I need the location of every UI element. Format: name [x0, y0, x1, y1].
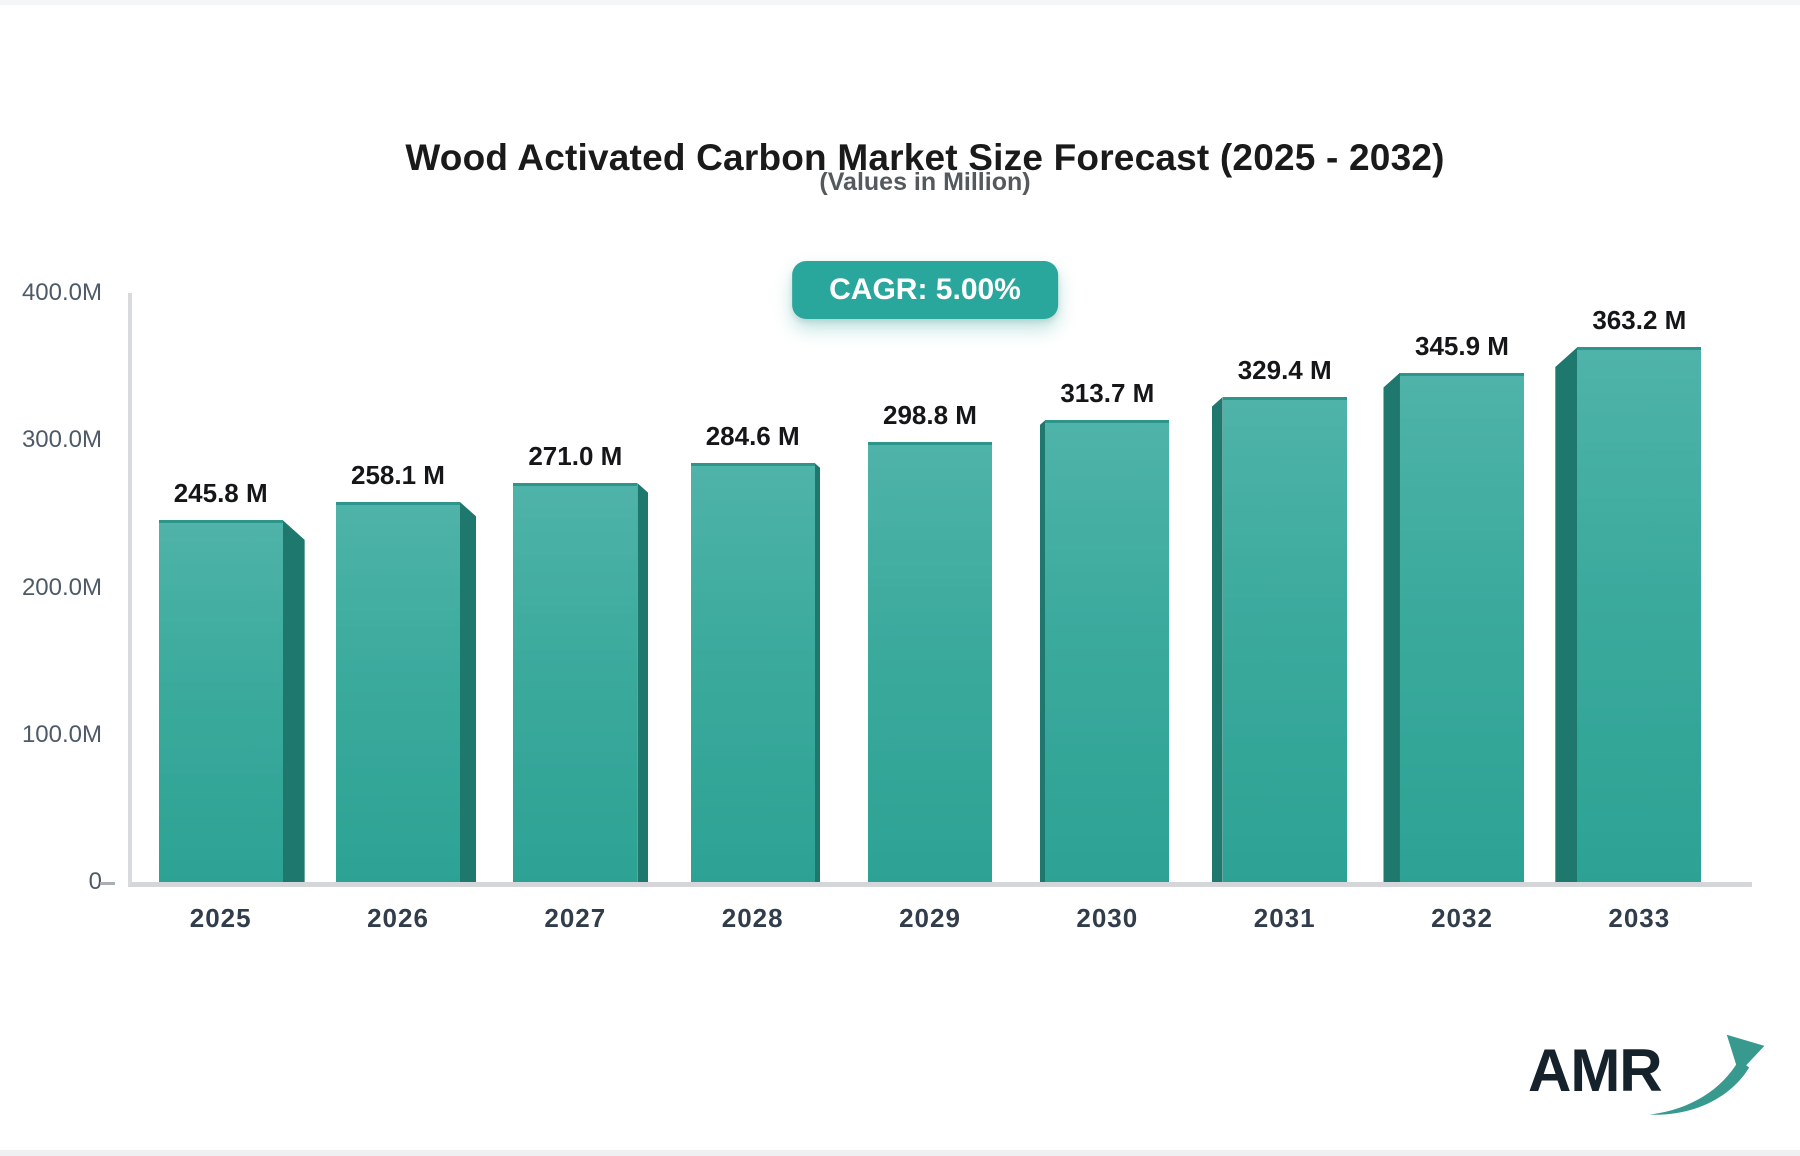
bar-group-2027: 271.0 M 2027: [487, 293, 664, 933]
bar-side-face: [282, 520, 305, 882]
bar-group-2025: 245.8 M 2025: [132, 293, 309, 933]
trend-arrow-icon: [1649, 1034, 1765, 1115]
y-tick-label: 200.0M: [21, 573, 102, 601]
bar-value-label: 245.8 M: [173, 478, 268, 509]
bar-value-label: 313.7 M: [1060, 378, 1155, 409]
bar-value-label: 363.2 M: [1592, 305, 1687, 336]
x-tick-label-2032: 2032: [1431, 903, 1493, 933]
bottom-edge-band: [0, 1150, 1800, 1156]
bar-value-label: 258.1 M: [351, 459, 445, 490]
top-edge-band: [0, 0, 1800, 5]
amr-logo: AMR: [1528, 1028, 1765, 1123]
bar-2029[interactable]: [867, 442, 992, 882]
bar-group-2026: 258.1 M 2026: [309, 293, 486, 933]
bar-value-label: 298.8 M: [883, 400, 977, 431]
bar-side-face: [637, 482, 649, 882]
bar-side-face: [459, 501, 477, 882]
bar-2031[interactable]: [1222, 396, 1347, 882]
bar-group-2030: 313.7 M 2030: [1019, 293, 1196, 933]
bar-side-face: [1383, 372, 1400, 882]
amr-logo-text: AMR: [1528, 1037, 1663, 1104]
cagr-badge: CAGR: 5.00%: [792, 261, 1058, 319]
x-tick-label-2026: 2026: [367, 903, 429, 933]
bar-value-label: 271.0 M: [528, 440, 623, 471]
bar-side-face: [1555, 347, 1578, 882]
bar-2028[interactable]: [690, 462, 815, 882]
bar-2032[interactable]: [1399, 372, 1524, 882]
y-tick-label: 300.0M: [21, 426, 102, 454]
bar-group-2029: 298.8 M 2029: [841, 293, 1018, 933]
bar-group-2033: 363.2 M 2033: [1551, 293, 1728, 933]
bar-2026[interactable]: [335, 501, 460, 882]
y-axis-labels: 400.0M 300.0M 200.0M 100.0M 0: [0, 279, 102, 895]
bar-value-label: 329.4 M: [1237, 354, 1332, 385]
y-tick-label: 0: [88, 868, 102, 895]
bar-group-2031: 329.4 M 2031: [1196, 293, 1373, 933]
x-tick-label-2033: 2033: [1608, 903, 1671, 933]
bar-value-label: 284.6 M: [705, 420, 800, 451]
bar-2033[interactable]: [1577, 347, 1702, 882]
bar-side-face: [1211, 396, 1223, 882]
x-tick-label-2030: 2030: [1076, 903, 1139, 933]
plot-area: 400.0M 300.0M 200.0M 100.0M 0 245.8 M 2025 258…: [22, 279, 1752, 933]
chart-title: Wood Activated Carbon Market Size Foreca…: [405, 136, 1445, 178]
chart-subtitle: (Values in Million): [819, 168, 1031, 196]
zero-tick-mark: [100, 882, 115, 885]
x-tick-label-2029: 2029: [899, 903, 961, 933]
x-tick-label-2031: 2031: [1253, 903, 1316, 933]
bar-2027[interactable]: [513, 482, 638, 882]
x-tick-label-2027: 2027: [544, 903, 607, 933]
bar-2030[interactable]: [1045, 420, 1170, 882]
bar-group-2028: 284.6 M 2028: [664, 293, 841, 933]
bar-side-face: [814, 462, 821, 882]
y-tick-label: 400.0M: [21, 279, 102, 306]
y-tick-label: 100.0M: [21, 720, 102, 748]
bar-side-face: [1039, 420, 1046, 882]
bar-value-label: 345.9 M: [1415, 330, 1509, 361]
x-tick-label-2025: 2025: [189, 903, 252, 933]
bars-container: 245.8 M 2025 258.1 M 2026 271.0 M 2027 284.6 M…: [132, 293, 1728, 933]
x-tick-label-2028: 2028: [721, 903, 784, 933]
bar-2025[interactable]: [158, 520, 283, 882]
bar-group-2032: 345.9 M 2032: [1373, 293, 1550, 933]
